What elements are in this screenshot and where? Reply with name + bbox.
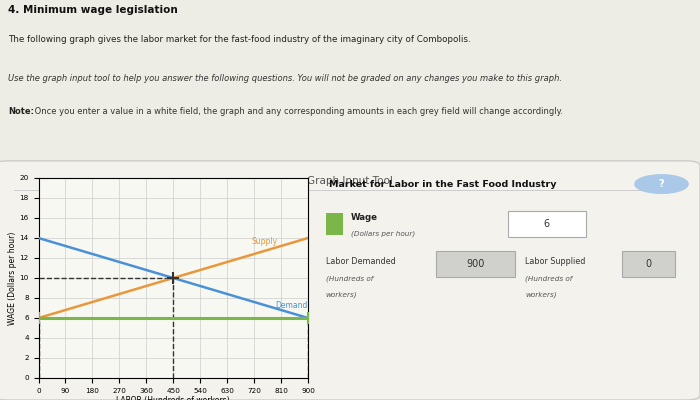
FancyBboxPatch shape	[0, 161, 700, 400]
Text: Labor Demanded: Labor Demanded	[326, 257, 395, 266]
Text: Graph Input Tool: Graph Input Tool	[307, 176, 393, 186]
Y-axis label: WAGE (Dollars per hour): WAGE (Dollars per hour)	[8, 231, 17, 325]
Text: The following graph gives the labor market for the fast-food industry of the ima: The following graph gives the labor mark…	[8, 35, 471, 44]
Text: Wage: Wage	[351, 213, 377, 222]
FancyBboxPatch shape	[436, 252, 514, 277]
X-axis label: LABOR (Hundreds of workers): LABOR (Hundreds of workers)	[116, 396, 230, 400]
FancyBboxPatch shape	[622, 252, 676, 277]
FancyBboxPatch shape	[508, 211, 586, 237]
Text: (Hundreds of: (Hundreds of	[526, 275, 573, 282]
Text: Supply: Supply	[251, 237, 277, 246]
Text: ?: ?	[659, 179, 664, 189]
Text: Use the graph input tool to help you answer the following questions. You will no: Use the graph input tool to help you ans…	[8, 74, 562, 83]
Text: workers): workers)	[326, 292, 357, 298]
FancyBboxPatch shape	[326, 213, 344, 235]
Text: Once you enter a value in a white field, the graph and any corresponding amounts: Once you enter a value in a white field,…	[32, 107, 563, 116]
Text: (Hundreds of: (Hundreds of	[326, 275, 373, 282]
Text: 6: 6	[544, 219, 550, 229]
Text: Demand: Demand	[275, 301, 307, 310]
Text: 0: 0	[645, 259, 652, 269]
Text: workers): workers)	[526, 292, 557, 298]
Text: (Dollars per hour): (Dollars per hour)	[351, 231, 415, 237]
Text: Labor Supplied: Labor Supplied	[526, 257, 586, 266]
Circle shape	[635, 175, 688, 193]
Text: 900: 900	[466, 259, 484, 269]
Text: Note:: Note:	[8, 107, 34, 116]
Text: 4. Minimum wage legislation: 4. Minimum wage legislation	[8, 5, 178, 15]
Text: Market for Labor in the Fast Food Industry: Market for Labor in the Fast Food Indust…	[329, 180, 556, 189]
